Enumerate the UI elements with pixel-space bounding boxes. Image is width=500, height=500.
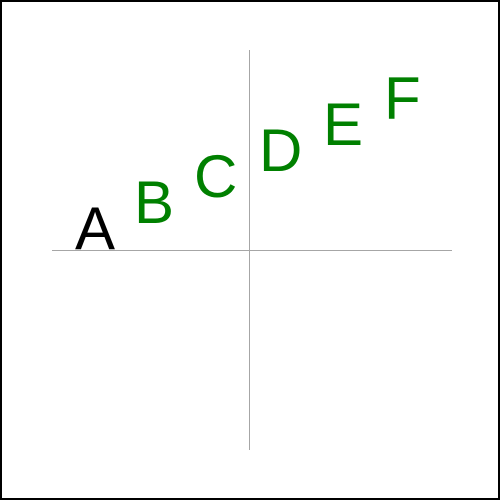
letter-f: F bbox=[384, 65, 421, 132]
letter-e: E bbox=[323, 91, 364, 158]
letter-c: C bbox=[194, 143, 238, 210]
vertical-axis-line bbox=[249, 50, 250, 450]
horizontal-axis-line bbox=[52, 250, 452, 251]
letter-b: B bbox=[134, 169, 175, 236]
letter-a: A bbox=[75, 195, 116, 262]
letter-d: D bbox=[259, 117, 303, 184]
